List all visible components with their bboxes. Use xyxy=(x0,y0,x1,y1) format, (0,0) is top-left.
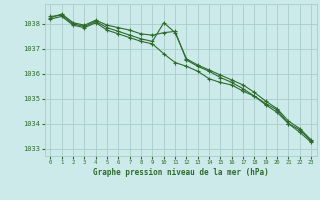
X-axis label: Graphe pression niveau de la mer (hPa): Graphe pression niveau de la mer (hPa) xyxy=(93,168,269,177)
